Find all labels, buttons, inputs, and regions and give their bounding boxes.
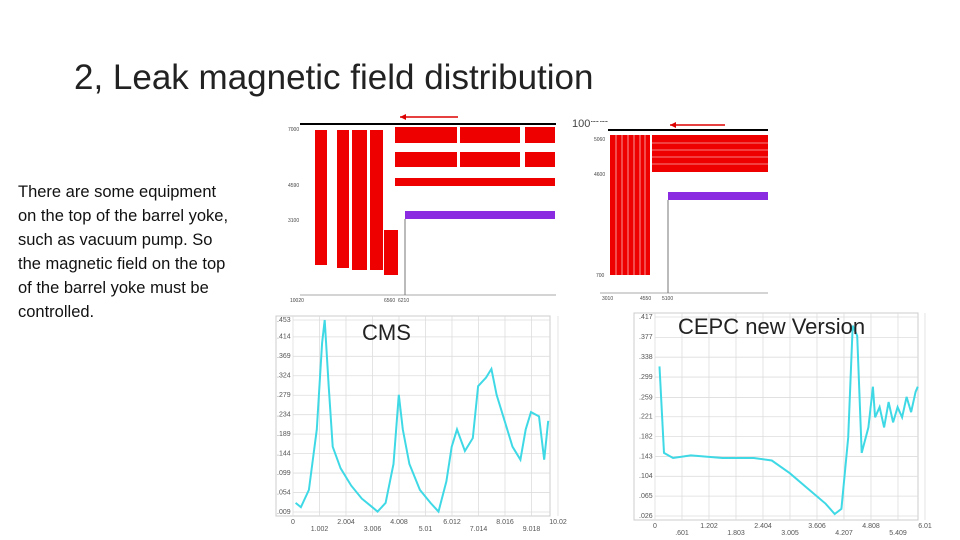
plot-caption: CMS: [362, 320, 411, 345]
y-tick-label: .144: [277, 450, 291, 457]
y-tick-label: .054: [277, 489, 291, 496]
y-tick-label: .417: [639, 314, 653, 321]
x-tick-label: .601: [675, 530, 689, 537]
x-tick-label: 4.008: [390, 519, 408, 526]
x-tick-label: 4.808: [862, 523, 880, 530]
diagram-label: 4550: [640, 296, 651, 302]
y-tick-label: .453: [277, 317, 291, 324]
x-tick-label: 5.409: [889, 530, 907, 537]
diagram-label: 3010: [602, 296, 613, 302]
y-tick-label: .234: [277, 412, 291, 419]
y-tick-label: .221: [639, 414, 653, 421]
y-tick-label: .065: [639, 493, 653, 500]
x-tick-label: 1.002: [311, 526, 329, 533]
x-tick-label: 6.012: [443, 519, 461, 526]
diagram-label: 4590: [288, 183, 299, 189]
x-tick-label: 3.006: [364, 526, 382, 533]
x-tick-label: 5.01: [419, 526, 433, 533]
x-tick-label: 0: [653, 523, 657, 530]
y-tick-label: .009: [277, 509, 291, 516]
y-tick-label: .189: [277, 431, 291, 438]
x-tick-label: 1.202: [700, 523, 718, 530]
diagram-label: 3100: [288, 218, 299, 224]
slide-title: 2, Leak magnetic field distribution: [74, 58, 594, 97]
x-tick-label: 6.01: [918, 523, 932, 530]
diagram-label: 4600: [594, 172, 605, 178]
diagram-label: 6210: [398, 298, 409, 304]
x-tick-label: 4.207: [835, 530, 853, 537]
y-tick-label: .143: [639, 453, 653, 460]
diagram-label: 5060: [594, 137, 605, 143]
x-tick-label: 0: [291, 519, 295, 526]
y-tick-label: .099: [277, 470, 291, 477]
field-curve: [658, 325, 919, 516]
y-tick-label: .324: [277, 373, 291, 380]
y-tick-label: .377: [639, 334, 653, 341]
x-tick-label: 7.014: [470, 526, 488, 533]
body-text: There are some equipment on the top of t…: [18, 183, 229, 321]
diagram-label: 5100: [662, 296, 673, 302]
diagram-label: 7000: [288, 127, 299, 133]
diagram-label: 6560: [384, 298, 395, 304]
x-tick-label: 9.018: [523, 526, 541, 533]
diagram-label: 700: [596, 273, 605, 279]
y-tick-label: .182: [639, 433, 653, 440]
y-tick-label: .414: [277, 334, 291, 341]
x-tick-label: 8.016: [496, 519, 514, 526]
x-tick-label: 10.02: [549, 519, 567, 526]
cepc-diagram: 5060 4600 700 3010 4550 5100: [590, 122, 770, 302]
x-tick-label: 2.404: [754, 523, 772, 530]
plot-caption: CEPC new Version: [678, 314, 865, 339]
x-tick-label: 3.005: [781, 530, 799, 537]
y-tick-label: .104: [639, 473, 653, 480]
diagram-label: 10020: [290, 298, 304, 304]
x-tick-label: 2.004: [337, 519, 355, 526]
cms-diagram: 7000 4590 3100 10020 6560 6210: [282, 114, 558, 304]
y-tick-label: .259: [639, 394, 653, 401]
x-tick-label: 1.803: [727, 530, 745, 537]
y-tick-label: .299: [639, 374, 653, 381]
y-tick-label: .026: [639, 513, 653, 520]
field-curve: [294, 319, 550, 514]
y-tick-label: .279: [277, 392, 291, 399]
y-tick-label: .338: [639, 354, 653, 361]
y-tick-label: .369: [277, 353, 291, 360]
x-tick-label: 3.606: [808, 523, 826, 530]
